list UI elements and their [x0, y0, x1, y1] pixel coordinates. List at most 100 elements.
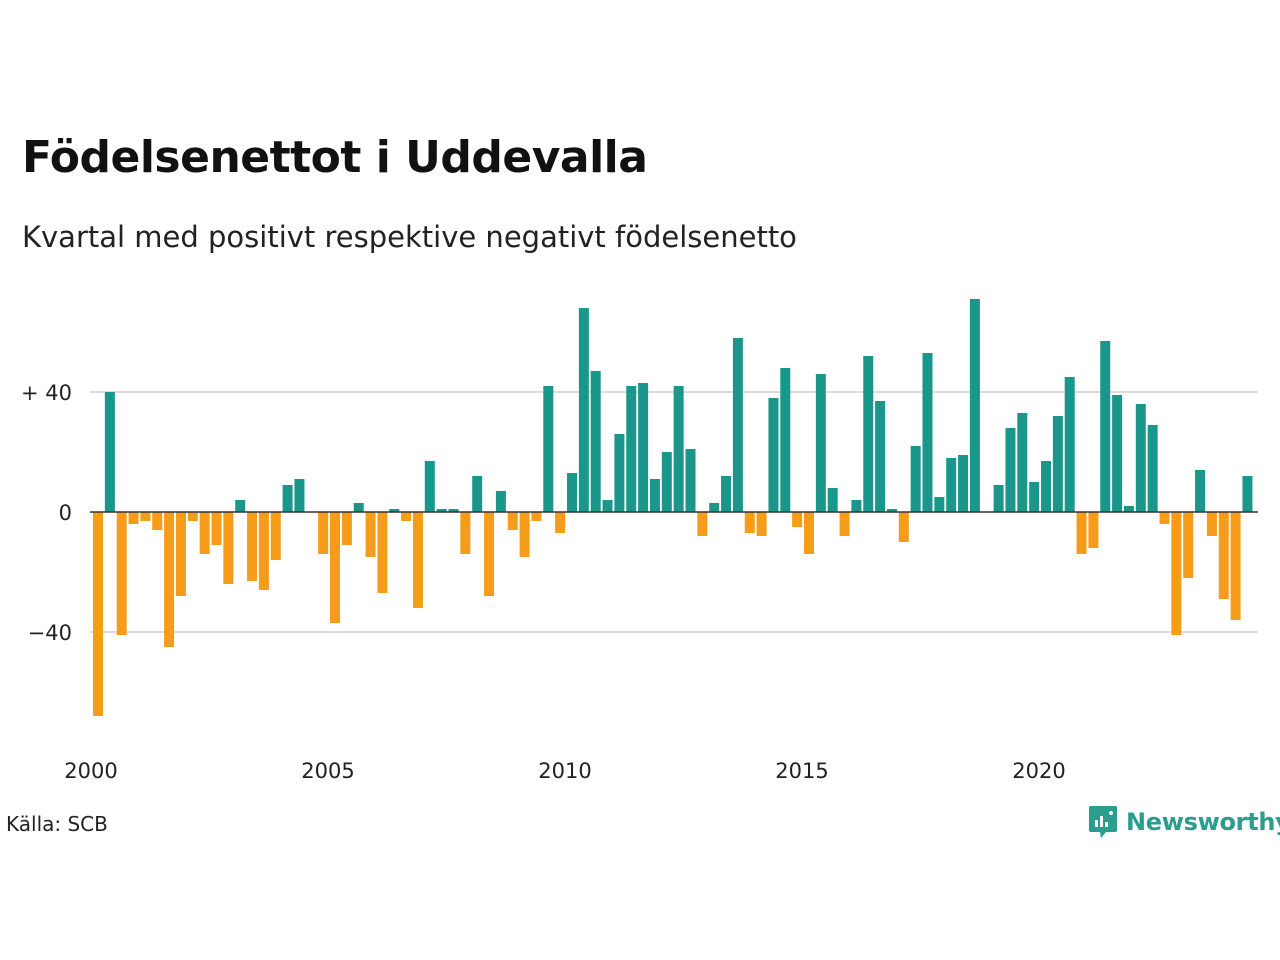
x-tick-label: 2020 — [1012, 759, 1065, 783]
chart-subtitle: Kvartal med positivt respektive negativt… — [22, 220, 797, 254]
bar — [946, 458, 957, 512]
bar — [744, 512, 755, 533]
x-tick-label: 2005 — [301, 759, 354, 783]
bar — [567, 473, 577, 512]
bar — [993, 485, 1004, 512]
y-axis-ticks: + 40 0 −40 — [21, 381, 72, 645]
bar — [922, 353, 933, 512]
bar — [768, 398, 779, 512]
bar — [756, 512, 767, 536]
bar — [389, 509, 400, 512]
bar — [827, 488, 838, 512]
bar — [116, 512, 127, 635]
bar — [898, 512, 909, 542]
bar — [1017, 413, 1028, 512]
bar — [519, 512, 530, 557]
brand-name: Newsworthy — [1126, 808, 1280, 836]
bar — [436, 509, 447, 512]
bar — [507, 512, 518, 530]
bar — [472, 476, 483, 512]
bars — [93, 299, 1253, 716]
bar — [886, 509, 897, 512]
bar — [543, 386, 554, 512]
bar — [851, 500, 862, 512]
x-axis-ticks: 2000 2005 2010 2015 2020 — [64, 759, 1065, 783]
bar — [93, 512, 103, 716]
bar — [638, 383, 649, 512]
bar — [1206, 512, 1217, 536]
bar — [1088, 512, 1099, 548]
bar — [365, 512, 376, 557]
bar — [1183, 512, 1194, 578]
bar — [531, 512, 542, 521]
bar — [104, 392, 115, 512]
bar — [424, 461, 435, 512]
bar — [1147, 425, 1158, 512]
bar — [199, 512, 210, 554]
bar — [187, 512, 198, 521]
bar — [815, 374, 826, 512]
newsworthy-logo-icon — [1089, 806, 1117, 838]
bar — [401, 512, 412, 521]
bar — [649, 479, 660, 512]
source-note: Källa: SCB — [6, 812, 108, 836]
bar — [223, 512, 234, 584]
bar — [1029, 482, 1040, 512]
bar — [910, 446, 921, 512]
y-tick-label: 0 — [59, 501, 72, 525]
bar — [1159, 512, 1170, 524]
bar — [341, 512, 352, 545]
bar — [732, 338, 743, 512]
bar — [555, 512, 566, 533]
bar — [152, 512, 163, 530]
bar — [330, 512, 340, 623]
bar — [412, 512, 423, 608]
bar — [602, 500, 613, 512]
bar — [804, 512, 814, 554]
brand-logo: Newsworthy — [1088, 804, 1280, 840]
bar — [1076, 512, 1087, 554]
bar — [460, 512, 471, 554]
bar — [294, 479, 305, 512]
bar — [863, 356, 874, 512]
bar — [673, 386, 684, 512]
bar — [247, 512, 258, 581]
bar — [709, 503, 720, 512]
chart-title: Födelsenettot i Uddevalla — [22, 132, 648, 183]
bar — [318, 512, 329, 554]
bar — [448, 509, 459, 512]
bar — [1135, 404, 1146, 512]
x-tick-label: 2015 — [775, 759, 828, 783]
bar — [1041, 461, 1051, 512]
bar — [258, 512, 269, 590]
bar — [1112, 395, 1123, 512]
bar — [1005, 428, 1016, 512]
bar — [270, 512, 281, 560]
bar — [578, 308, 589, 512]
bar — [128, 512, 139, 524]
bar — [211, 512, 222, 545]
bar — [164, 512, 175, 647]
bar — [282, 485, 293, 512]
bar — [661, 452, 672, 512]
bar — [590, 371, 601, 512]
bar — [495, 491, 506, 512]
bar — [1052, 416, 1063, 512]
bar — [697, 512, 708, 536]
bar — [235, 500, 246, 512]
bar — [377, 512, 388, 593]
x-tick-label: 2000 — [64, 759, 117, 783]
bar — [1242, 476, 1253, 512]
bar — [1100, 341, 1111, 512]
bar — [721, 476, 732, 512]
bar — [1123, 506, 1134, 512]
bar — [353, 503, 364, 512]
bar — [685, 449, 696, 512]
bar — [969, 299, 980, 512]
bar — [175, 512, 186, 596]
bar — [792, 512, 803, 527]
bar — [958, 455, 969, 512]
y-tick-label: + 40 — [21, 381, 72, 405]
bar — [614, 434, 625, 512]
